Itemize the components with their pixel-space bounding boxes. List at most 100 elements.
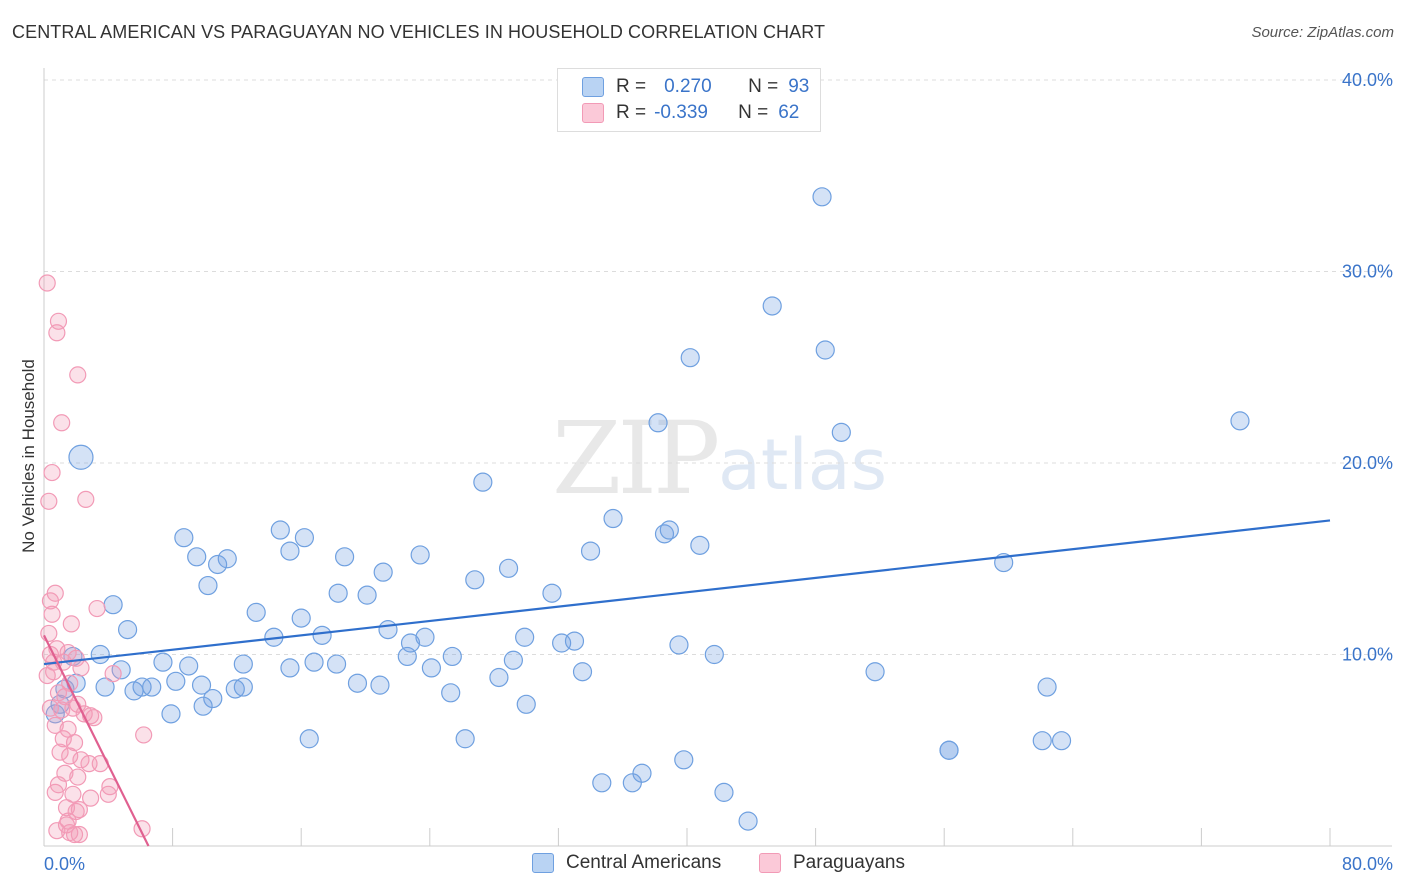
central-point bbox=[542, 583, 562, 603]
central-trend-line bbox=[43, 519, 1331, 666]
central-point bbox=[1032, 731, 1052, 751]
paraguayan-point bbox=[70, 825, 88, 844]
central-point bbox=[225, 679, 245, 699]
y-tick-label: 30.0% bbox=[1342, 262, 1393, 282]
central-point bbox=[865, 662, 885, 682]
central-point bbox=[680, 348, 700, 368]
paraguayan-point bbox=[70, 801, 88, 819]
central-point bbox=[515, 627, 535, 647]
bottom-legend-paraguayan: Paraguayans bbox=[759, 852, 905, 874]
central-point bbox=[603, 508, 623, 529]
central-point bbox=[421, 658, 442, 678]
y-tick-label: 10.0% bbox=[1342, 645, 1393, 665]
paraguayan-point bbox=[72, 659, 90, 677]
central-point bbox=[299, 729, 319, 749]
central-point bbox=[674, 750, 694, 770]
central-point bbox=[648, 413, 668, 433]
central-point bbox=[815, 340, 835, 360]
legend-r-value-paraguayan: -0.339 bbox=[654, 102, 708, 123]
paraguayan-point bbox=[65, 733, 84, 752]
central-point bbox=[704, 644, 724, 665]
central-point bbox=[473, 472, 493, 492]
central-point bbox=[1051, 731, 1072, 751]
central-point bbox=[117, 620, 138, 640]
central-point bbox=[690, 535, 710, 555]
central-point bbox=[714, 782, 734, 802]
central-point bbox=[812, 187, 832, 207]
paraguayan-point bbox=[46, 783, 64, 801]
paraguayan-point bbox=[54, 730, 72, 748]
central-point bbox=[280, 658, 300, 678]
paraguayan-swatch bbox=[582, 103, 604, 123]
legend-r-value-central: 0.270 bbox=[664, 76, 712, 97]
central-point bbox=[246, 602, 266, 622]
central-point bbox=[294, 528, 315, 548]
central-point bbox=[291, 608, 311, 628]
paraguayan-point bbox=[48, 324, 66, 342]
central-point bbox=[580, 541, 601, 561]
bottom-central-swatch bbox=[532, 853, 554, 873]
central-point bbox=[153, 652, 173, 672]
paraguayan-point bbox=[48, 822, 66, 840]
paraguayan-point bbox=[57, 816, 76, 834]
paraguayan-point bbox=[51, 743, 69, 761]
legend-n-label-paraguayan: N = bbox=[738, 102, 769, 123]
bottom-central-label: Central Americans bbox=[566, 852, 722, 873]
paraguayan-point bbox=[53, 414, 71, 432]
trend-lines bbox=[43, 519, 1331, 847]
central-point bbox=[203, 688, 223, 709]
central-point bbox=[465, 570, 485, 590]
central-point bbox=[166, 671, 186, 691]
central-point bbox=[68, 444, 94, 470]
series-paraguayans bbox=[38, 274, 153, 844]
central-point bbox=[187, 547, 207, 567]
watermark-zip: ZIP bbox=[552, 400, 720, 517]
x-tick-label-min: 0.0% bbox=[44, 854, 85, 874]
central-point bbox=[415, 627, 435, 647]
central-point bbox=[592, 773, 612, 793]
paraguayan-point bbox=[72, 751, 90, 769]
x-tick-label-max: 80.0% bbox=[1342, 854, 1393, 874]
paraguayan-point bbox=[82, 789, 100, 807]
central-point bbox=[659, 520, 679, 540]
paraguayan-point bbox=[67, 649, 85, 667]
legend-r-label-paraguayan: R = bbox=[616, 102, 647, 123]
paraguayan-point bbox=[69, 366, 87, 384]
central-point bbox=[193, 696, 213, 716]
central-point bbox=[1230, 411, 1250, 431]
central-point bbox=[442, 646, 462, 667]
paraguayan-point bbox=[88, 599, 106, 618]
legend-n-label-central: N = bbox=[748, 76, 779, 97]
central-point bbox=[632, 763, 652, 783]
central-point bbox=[326, 654, 347, 674]
central-point bbox=[280, 541, 300, 561]
central-point bbox=[516, 694, 536, 714]
correlation-legend: R = 0.270 N = 93 R = -0.339 N = 62 bbox=[557, 68, 821, 132]
legend-r-label-central: R = bbox=[616, 76, 647, 97]
central-point bbox=[939, 740, 959, 760]
central-point bbox=[397, 646, 417, 667]
paraguayan-point bbox=[69, 768, 87, 786]
watermark-atlas: atlas bbox=[718, 424, 888, 506]
central-point bbox=[455, 729, 475, 749]
paraguayan-point bbox=[38, 274, 56, 292]
central-point bbox=[174, 528, 194, 548]
paraguayan-point bbox=[62, 615, 80, 633]
central-point bbox=[1037, 677, 1057, 697]
central-point bbox=[762, 296, 782, 316]
paraguayan-trend-line bbox=[43, 634, 150, 847]
central-point bbox=[142, 677, 162, 697]
central-point bbox=[489, 667, 509, 688]
axes bbox=[43, 68, 1392, 847]
central-point bbox=[111, 660, 131, 680]
legend-row-paraguayan: R = -0.339 N = 62 bbox=[582, 101, 799, 125]
central-point bbox=[378, 620, 398, 640]
central-point bbox=[738, 811, 758, 831]
grid-lines bbox=[44, 79, 1392, 655]
central-point bbox=[103, 595, 123, 615]
central-point bbox=[179, 656, 199, 676]
paraguayan-point bbox=[40, 624, 58, 643]
y-tick-label: 20.0% bbox=[1342, 453, 1393, 473]
chart-title: CENTRAL AMERICAN VS PARAGUAYAN NO VEHICL… bbox=[12, 22, 826, 42]
paraguayan-point bbox=[57, 799, 76, 817]
